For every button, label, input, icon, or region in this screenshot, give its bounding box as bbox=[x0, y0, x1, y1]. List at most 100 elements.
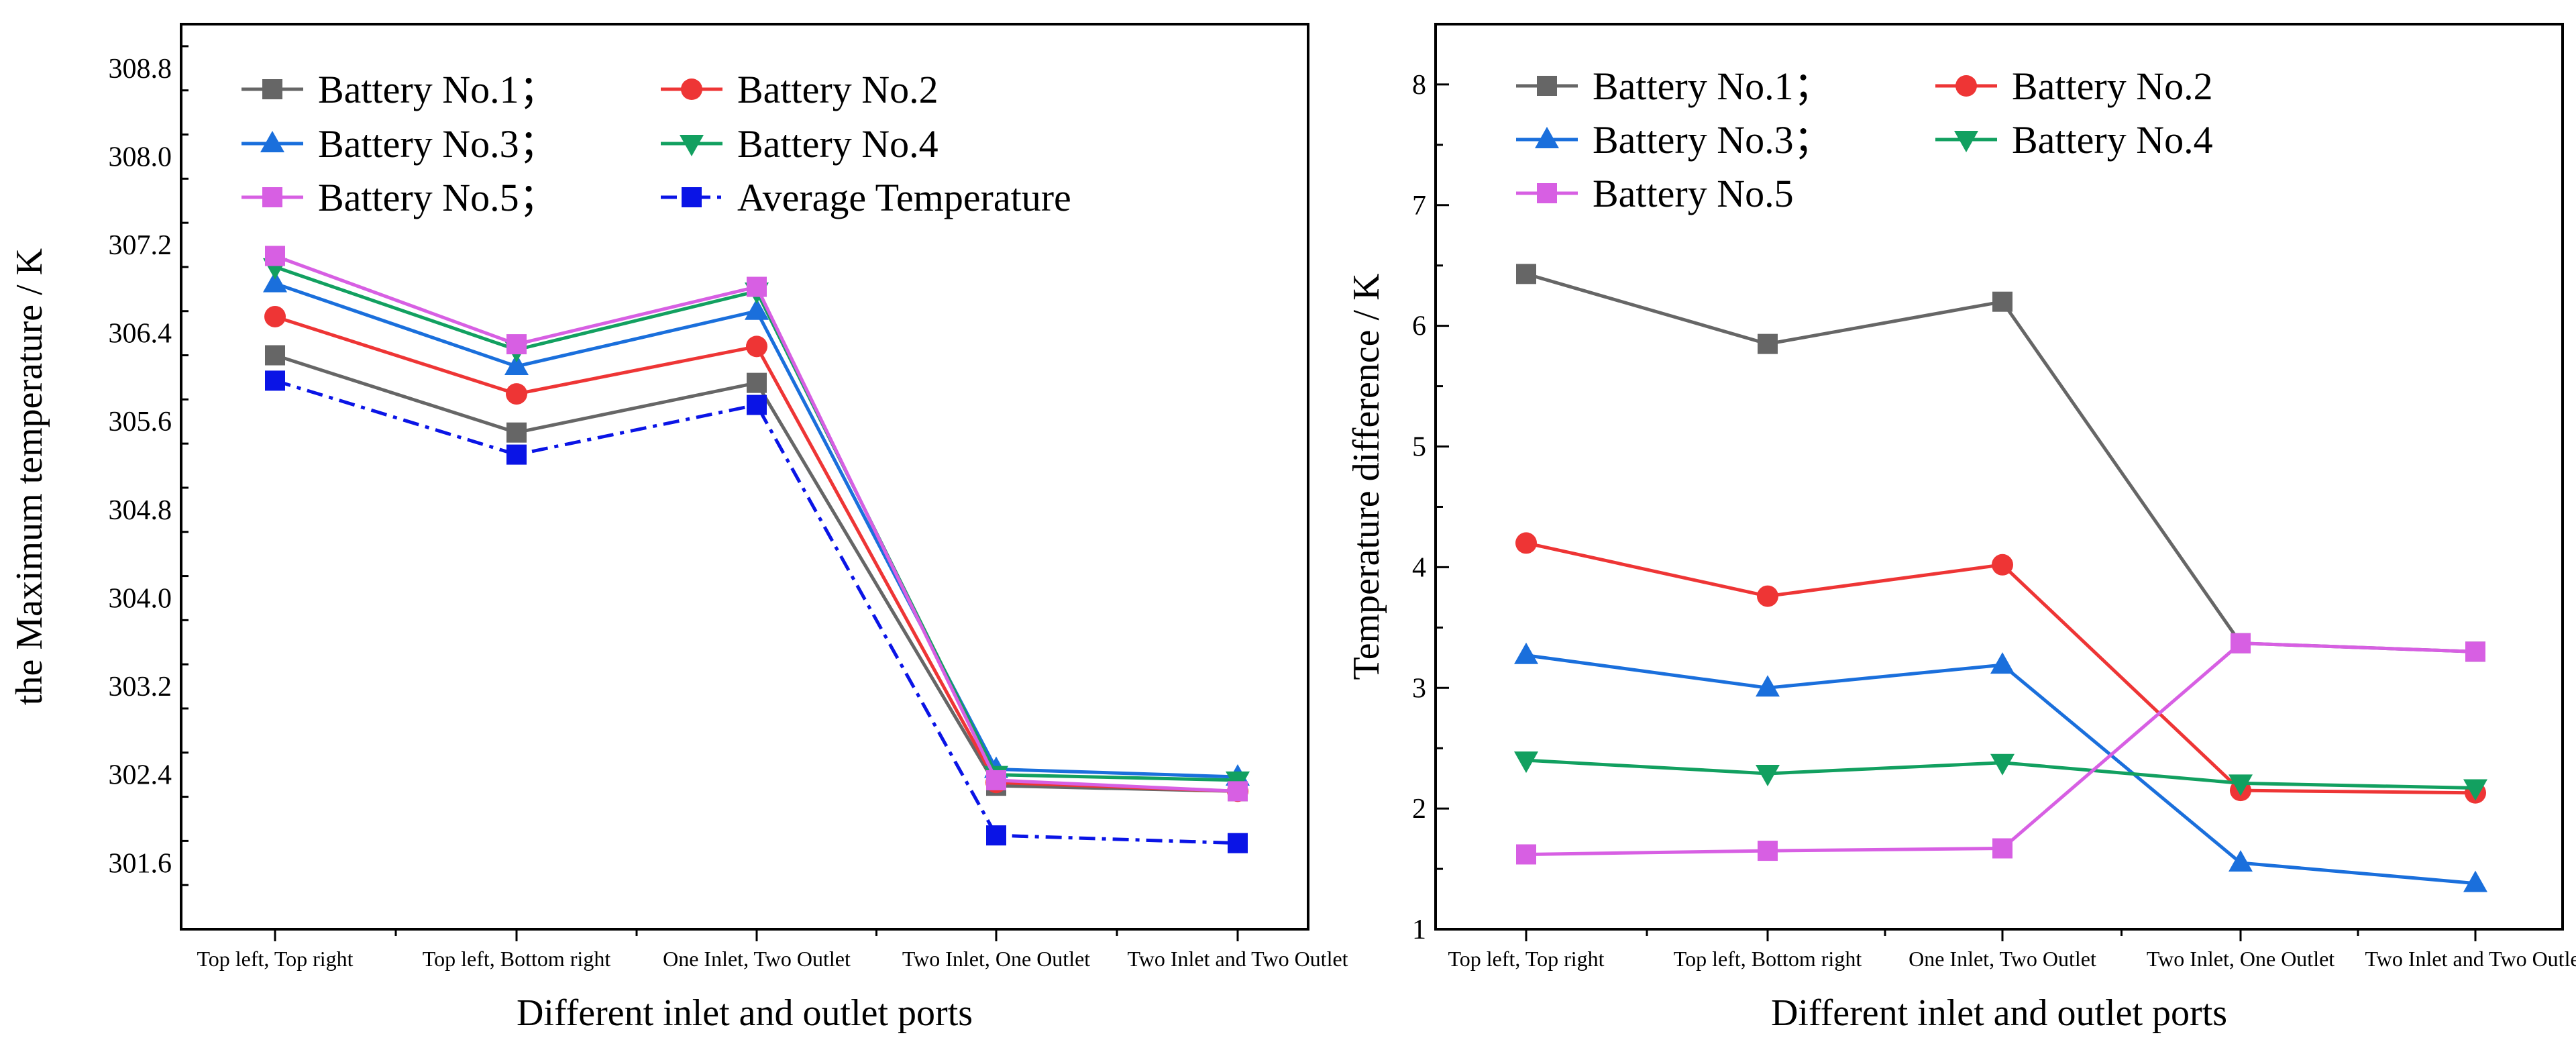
y-tick-label: 7 bbox=[1412, 191, 1426, 221]
data-point bbox=[1990, 652, 2015, 674]
data-point bbox=[986, 770, 1006, 790]
legend: Battery No.1； Battery No.2 Battery No.3； Ba… bbox=[1516, 64, 2213, 215]
legend-marker bbox=[262, 187, 282, 207]
data-point bbox=[1990, 753, 2015, 776]
data-point bbox=[1756, 764, 1780, 786]
legend-marker bbox=[681, 78, 702, 100]
data-point bbox=[1992, 291, 2012, 312]
x-axis-label: Different inlet and outlet ports bbox=[517, 992, 973, 1034]
legend-marker bbox=[260, 131, 284, 152]
chart-1: 301.6 302.4 303.2 304.0 304.8 305.6 306.4 307.2… bbox=[9, 23, 1348, 1034]
y-tick-label: 6 bbox=[1412, 311, 1426, 342]
data-point bbox=[2229, 850, 2253, 872]
data-point bbox=[986, 825, 1006, 846]
data-point bbox=[1758, 333, 1778, 354]
data-point bbox=[263, 270, 287, 293]
data-point bbox=[504, 353, 529, 375]
data-point bbox=[2463, 870, 2487, 892]
data-point bbox=[1757, 585, 1778, 607]
series-5 bbox=[265, 246, 1248, 802]
legend-label: Battery No.2 bbox=[2012, 64, 2213, 108]
y-tick-label: 301.6 bbox=[109, 848, 172, 879]
data-point bbox=[2229, 774, 2253, 796]
legend-marker bbox=[1955, 75, 1977, 97]
legend-label: Average Temperature bbox=[737, 176, 1071, 219]
legend-label: Battery No.5 bbox=[1593, 172, 1794, 215]
legend-marker bbox=[1537, 183, 1557, 203]
legend-label: Battery No.1； bbox=[1593, 64, 1833, 108]
y-tick-label: 304.0 bbox=[109, 583, 172, 614]
data-point bbox=[1514, 751, 1538, 774]
legend-label: Battery No.2 bbox=[737, 68, 938, 111]
series-4 bbox=[1514, 751, 2487, 801]
y-tick-label: 302.4 bbox=[109, 760, 172, 791]
y-tick-label: 8 bbox=[1412, 70, 1426, 101]
y-tick-label: 1 bbox=[1412, 914, 1426, 945]
x-tick-label: Top left, Bottom right bbox=[423, 947, 611, 971]
y-tick-label: 305.6 bbox=[109, 407, 172, 437]
x-tick-label: Top left, Bottom right bbox=[1674, 947, 1862, 971]
legend-marker bbox=[680, 135, 704, 156]
series-line bbox=[274, 354, 1238, 793]
data-point bbox=[2465, 641, 2485, 662]
series-line bbox=[274, 282, 1238, 779]
y-tick-label: 5 bbox=[1412, 432, 1426, 463]
data-point bbox=[1515, 532, 1537, 554]
series-3 bbox=[1514, 642, 2487, 892]
data-point bbox=[506, 444, 527, 465]
data-point bbox=[747, 394, 767, 415]
legend-marker bbox=[1535, 127, 1559, 148]
series-line bbox=[1525, 272, 2476, 653]
x-tick-label: Two Inlet, One Outlet bbox=[2147, 947, 2334, 971]
y-tick-label: 2 bbox=[1412, 794, 1426, 825]
data-point bbox=[747, 372, 767, 393]
series-line bbox=[274, 378, 1238, 845]
x-tick-label: Two Inlet, One Outlet bbox=[902, 947, 1090, 971]
data-point bbox=[506, 422, 527, 443]
data-point bbox=[745, 298, 769, 320]
data-point bbox=[264, 305, 286, 327]
data-point bbox=[265, 370, 285, 391]
legend-label: Battery No.4 bbox=[737, 122, 938, 166]
chart-2: 1 2 3 4 5 6 7 8 Top left, Top right Top left, Bot… bbox=[1346, 23, 2576, 1034]
data-point bbox=[746, 335, 767, 358]
series-6 bbox=[265, 370, 1248, 853]
legend-marker bbox=[682, 187, 702, 207]
x-tick-label: One Inlet, Two Outlet bbox=[663, 947, 851, 971]
y-tick-label: 303.2 bbox=[109, 672, 172, 702]
y-tick-label: 306.4 bbox=[109, 319, 172, 350]
x-tick-label: Two Inlet and Two Outlet bbox=[2365, 947, 2576, 971]
legend-label: Battery No.1； bbox=[318, 68, 558, 111]
y-tick-label: 307.2 bbox=[109, 230, 172, 261]
data-point bbox=[1228, 781, 1248, 802]
legend-marker bbox=[262, 79, 282, 99]
y-axis-label: the Maximum temperature / K bbox=[9, 248, 50, 705]
series-5 bbox=[1516, 633, 2485, 865]
legend: Battery No.1； Battery No.2 Battery No.3； Ba… bbox=[241, 68, 1071, 219]
legend-label: Battery No.4 bbox=[2012, 118, 2213, 162]
plot-frame bbox=[180, 23, 1309, 931]
data-point bbox=[1514, 642, 1538, 664]
y-tick-label: 308.8 bbox=[109, 54, 172, 85]
data-point bbox=[1228, 833, 1248, 853]
data-point bbox=[1758, 841, 1778, 861]
legend-label: Battery No.3； bbox=[318, 122, 558, 166]
y-tick-label: 304.8 bbox=[109, 495, 172, 526]
series-1 bbox=[1516, 264, 2485, 662]
data-point bbox=[265, 246, 285, 266]
legend-label: Battery No.3； bbox=[1593, 118, 1833, 162]
x-tick-label: Two Inlet and Two Outlet bbox=[1127, 947, 1348, 971]
legend-label: Battery No.5； bbox=[318, 176, 558, 219]
x-tick-label: Top left, Top right bbox=[1448, 947, 1604, 971]
legend-marker bbox=[1537, 76, 1557, 96]
x-tick-label: Top left, Top right bbox=[197, 947, 353, 971]
data-point bbox=[506, 383, 527, 405]
data-point bbox=[265, 345, 285, 366]
y-tick-label: 3 bbox=[1412, 673, 1426, 704]
y-tick-label: 4 bbox=[1412, 552, 1426, 583]
y-axis-label: Temperature difference / K bbox=[1346, 273, 1387, 680]
data-point bbox=[747, 276, 767, 297]
data-point bbox=[2463, 779, 2487, 801]
data-point bbox=[1992, 554, 2013, 576]
